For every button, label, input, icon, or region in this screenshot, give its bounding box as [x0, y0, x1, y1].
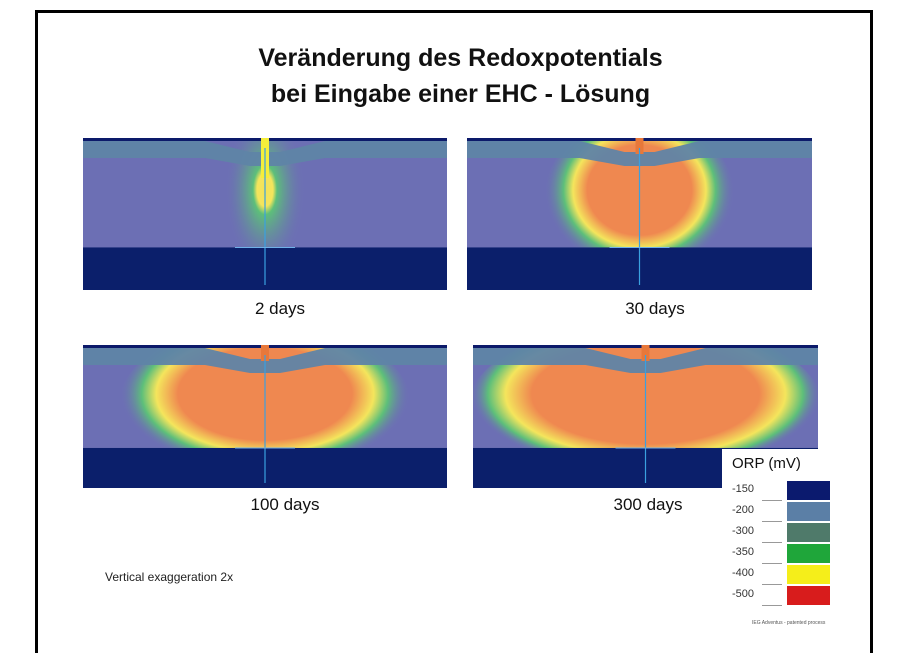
panel-label: 30 days	[625, 299, 685, 318]
legend-swatch	[787, 481, 830, 500]
legend-swatch	[787, 586, 830, 605]
credit: IEG Adventus - patented process	[752, 620, 826, 626]
simulation-panel	[83, 345, 447, 488]
note: Vertical exaggeration 2x	[105, 570, 234, 584]
legend-tick	[762, 521, 782, 522]
legend-label: -300	[732, 525, 755, 537]
panel-label: 2 days	[254, 299, 306, 318]
legend-tick	[762, 542, 782, 543]
legend-swatch	[787, 502, 830, 521]
legend: ORP (mV) -150 -200 -300 -350 -400 -500	[722, 449, 840, 617]
simulation-panel	[83, 138, 447, 290]
legend-label: -400	[732, 567, 755, 579]
legend-title: ORP (mV)	[732, 455, 801, 472]
legend-tick	[762, 605, 782, 606]
legend-tick	[762, 563, 782, 564]
legend-label: -500	[732, 588, 755, 600]
title-line: Veränderung des Redoxpotentials	[258, 44, 663, 72]
title-line: bei Eingabe einer EHC - Lösung	[270, 80, 651, 108]
panel-label: 300 days	[613, 495, 683, 514]
legend-swatch	[787, 523, 830, 542]
legend-label: -150	[732, 483, 755, 495]
simulation-panel	[467, 138, 812, 290]
legend-swatch	[787, 565, 830, 584]
legend-swatch	[787, 544, 830, 563]
legend-label: -350	[732, 546, 755, 558]
legend-label: -200	[732, 504, 755, 516]
page: Veränderung des Redoxpotentials bei Eing…	[35, 10, 873, 653]
legend-tick	[762, 500, 782, 501]
panel-label: 100 days	[250, 495, 320, 514]
legend-tick	[762, 584, 782, 585]
